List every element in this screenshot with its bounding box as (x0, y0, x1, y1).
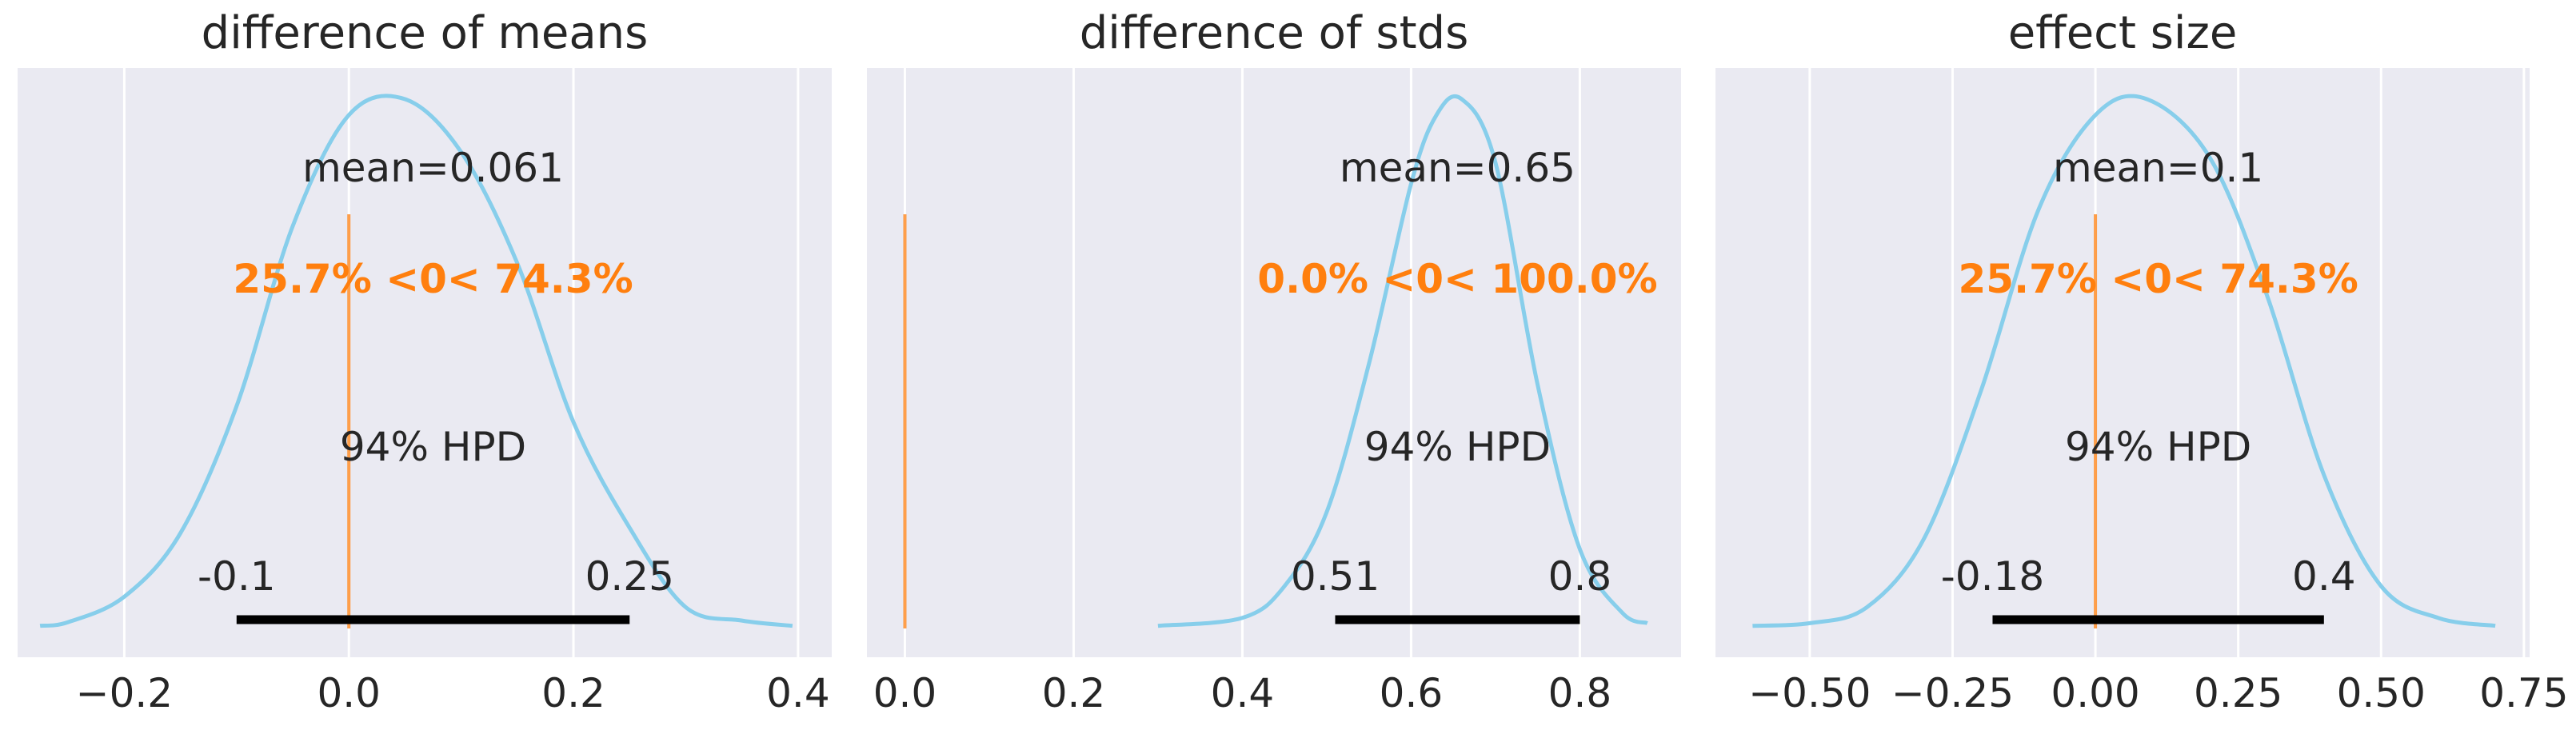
reference-label: 0.0% <0< 100.0% (1257, 256, 1657, 302)
x-tick-label: 0.00 (2051, 670, 2139, 716)
hpd-upper-label: 0.4 (2292, 553, 2356, 600)
x-tick-label: 0.2 (541, 670, 605, 716)
x-tick-label: 0.25 (2194, 670, 2282, 716)
x-tick-label: 0.75 (2479, 670, 2568, 716)
x-tick-label: 0.2 (1042, 670, 1106, 716)
reference-label: 25.7% <0< 74.3% (233, 256, 633, 302)
panel-1: difference of means mean=0.061 25.7% <0< 7… (18, 7, 832, 716)
hpd-lower-label: -0.1 (198, 553, 276, 600)
panel-title: effect size (2008, 7, 2238, 59)
hpd-label: 94% HPD (1364, 424, 1551, 470)
hpd-upper-label: 0.25 (585, 553, 674, 600)
panel-title: difference of means (202, 7, 649, 59)
x-tick-label: −0.25 (1891, 670, 2014, 716)
mean-label: mean=0.061 (302, 145, 564, 191)
density-curve (39, 94, 793, 628)
x-tick-label: −0.2 (76, 670, 173, 716)
x-tick-label: 0.4 (766, 670, 830, 716)
plot-background (867, 68, 1681, 657)
panel-title: difference of stds (1080, 7, 1469, 59)
x-tick-label: 0.8 (1548, 670, 1612, 716)
mean-label: mean=0.1 (2053, 145, 2263, 191)
plot-background (1715, 68, 2530, 657)
panel-2: difference of stds mean=0.65 0.0% <0< 100.… (867, 7, 1681, 716)
plot-background (18, 68, 832, 657)
hpd-lower-label: -0.18 (1941, 553, 2044, 600)
x-tick-label: 0.4 (1211, 670, 1275, 716)
density-curve (1752, 94, 2496, 628)
hpd-label: 94% HPD (2065, 424, 2251, 470)
hpd-upper-label: 0.8 (1548, 553, 1612, 600)
x-tick-label: 0.6 (1380, 670, 1444, 716)
x-tick-label: −0.50 (1748, 670, 1871, 716)
hpd-label: 94% HPD (340, 424, 526, 470)
x-tick-label: 0.50 (2337, 670, 2426, 716)
x-tick-label: 0.0 (317, 670, 381, 716)
density-curve (1157, 94, 1648, 628)
mean-label: mean=0.65 (1340, 145, 1576, 191)
reference-label: 25.7% <0< 74.3% (1958, 256, 2358, 302)
hpd-lower-label: 0.51 (1291, 553, 1380, 600)
x-tick-label: 0.0 (873, 670, 937, 716)
panel-3: effect size mean=0.1 25.7% <0< 74.3% 94% HP… (1715, 7, 2569, 716)
